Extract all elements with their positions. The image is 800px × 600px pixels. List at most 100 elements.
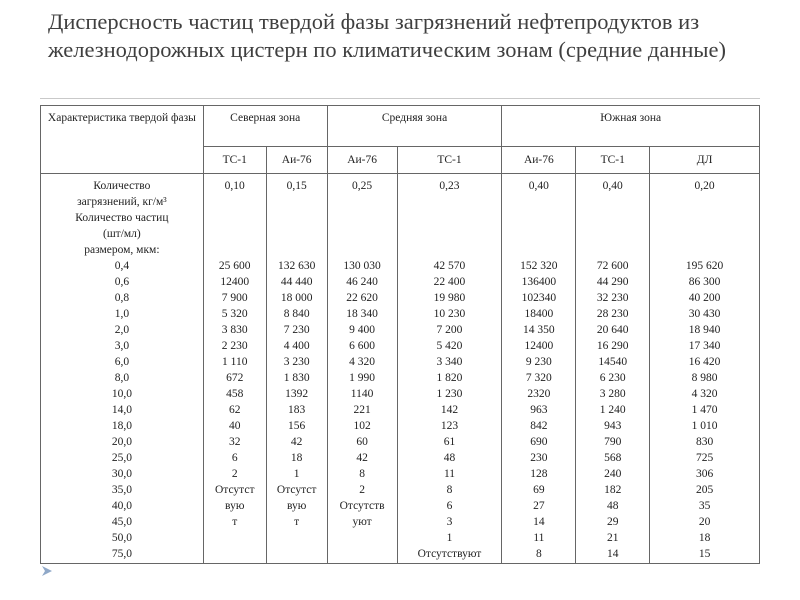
- particle-count: 672: [226, 372, 244, 384]
- dispersion-table: Характеристика твердой фазы Северная зон…: [40, 105, 760, 564]
- particle-count: 40: [228, 420, 241, 432]
- particle-count: 20 640: [596, 324, 629, 336]
- particle-count: 3 280: [599, 388, 626, 400]
- particle-count: 152 320: [520, 260, 558, 272]
- particle-count: 11: [533, 532, 545, 544]
- particle-count: 5 420: [436, 340, 463, 352]
- particle-count: 1 470: [691, 404, 718, 416]
- particle-count: 8 840: [283, 308, 310, 320]
- particle-count: 25 600: [218, 260, 251, 272]
- particle-count: 32 230: [596, 292, 629, 304]
- characteristic-line: 50,0: [111, 532, 132, 544]
- particle-count: 21: [606, 532, 619, 544]
- particle-count: 1 830: [283, 372, 310, 384]
- particle-count: 156: [288, 420, 306, 432]
- particle-count: 7 320: [525, 372, 552, 384]
- contamination-amount: 0,40: [528, 180, 549, 192]
- characteristic-line: (шт/мл): [103, 228, 141, 240]
- particle-count: 48: [443, 452, 456, 464]
- particle-count: 44 290: [596, 276, 629, 288]
- particle-count: 11: [443, 468, 456, 480]
- particle-count: 9 230: [525, 356, 552, 368]
- particle-count: 10 230: [433, 308, 466, 320]
- particle-count: 20: [698, 516, 711, 528]
- characteristic-cell: Количество загрязнений, кг/м³ Количество ч…: [40, 173, 204, 564]
- particle-count: 142: [440, 404, 459, 416]
- particle-count: 9 400: [349, 324, 376, 336]
- particle-count: Отсутств: [339, 500, 385, 512]
- particle-count: 6 230: [599, 372, 626, 384]
- particle-count: 14: [533, 516, 545, 528]
- data-column-cell: 0,23 42 570 22 400 19 980 10 230 7 200 5 420 3 …: [396, 173, 503, 564]
- characteristic-line: 40,0: [111, 500, 132, 512]
- particle-count: 790: [604, 436, 622, 448]
- characteristic-line: 25,0: [111, 452, 132, 464]
- particle-count: 6 600: [349, 340, 376, 352]
- characteristic-line: 0,6: [114, 276, 130, 288]
- particle-count: 963: [530, 404, 548, 416]
- particle-count: 4 320: [349, 356, 376, 368]
- particle-count: 132 630: [277, 260, 316, 272]
- particle-count: 69: [533, 484, 545, 496]
- particle-count: 3 340: [436, 356, 463, 368]
- particle-count: 42: [290, 436, 303, 448]
- slide-title: Дисперсность частиц твердой фазы загрязн…: [48, 9, 727, 62]
- particle-count: 40 200: [688, 292, 721, 304]
- characteristic-line: Количество: [93, 180, 151, 192]
- fuel-header: Аи-76: [326, 146, 398, 174]
- contamination-amount: 0,25: [352, 180, 373, 192]
- particle-count: 42: [356, 452, 368, 464]
- particle-count: 2: [231, 468, 238, 480]
- characteristic-line: 2,0: [114, 324, 130, 336]
- characteristic-line: загрязнений, кг/м³: [77, 196, 167, 208]
- particle-count: 8: [359, 468, 365, 480]
- particle-count: 690: [530, 436, 548, 448]
- particle-count: 130 030: [343, 260, 381, 272]
- particle-count: 6: [231, 452, 238, 464]
- characteristic-line: 8,0: [114, 372, 130, 384]
- particle-count: 1 230: [436, 388, 463, 400]
- data-column-cell: 0,40 72 600 44 290 32 230 28 230 20 640 16 290…: [575, 173, 651, 564]
- particle-count: 16 420: [688, 356, 721, 368]
- particle-count: 8: [446, 484, 453, 496]
- particle-count: 46 240: [346, 276, 378, 288]
- particle-count: 1140: [350, 388, 374, 400]
- particle-count: 306: [695, 468, 714, 480]
- particle-count: 22 620: [346, 292, 378, 304]
- particle-count: 2 230: [221, 340, 248, 352]
- particle-count: 8: [535, 548, 542, 560]
- particle-count: уют: [352, 516, 372, 528]
- particle-count: 15: [698, 548, 711, 560]
- particle-count: 17 340: [688, 340, 721, 352]
- particle-count: 1: [446, 532, 453, 544]
- characteristic-line: 0,8: [114, 292, 130, 304]
- particle-count: 1: [293, 468, 300, 480]
- particle-count: 1 820: [436, 372, 463, 384]
- contamination-amount: 0,20: [694, 180, 715, 192]
- particle-count: 12400: [524, 340, 554, 352]
- zone-header-south: Южная зона: [501, 105, 760, 147]
- contamination-amount: 0,15: [286, 180, 307, 192]
- particle-count: вую: [286, 500, 307, 512]
- particle-count: 8 980: [691, 372, 718, 384]
- particle-count: 3 230: [283, 356, 310, 368]
- particle-count: Отсутст: [215, 484, 255, 496]
- particle-count: 18 340: [346, 308, 378, 320]
- characteristic-line: 75,0: [111, 548, 132, 560]
- data-column-cell: 0,15 132 630 44 440 18 000 8 840 7 230 4 400 3 …: [265, 173, 328, 564]
- particle-count: 48: [606, 500, 619, 512]
- particle-count: 44 440: [280, 276, 313, 288]
- particle-count: 14540: [598, 356, 628, 368]
- contamination-amount: 0,10: [224, 180, 245, 192]
- characteristic-line: 6,0: [114, 356, 130, 368]
- fuel-header: ТС-1: [575, 146, 651, 174]
- corner-header: Характеристика твердой фазы: [40, 105, 204, 174]
- particle-count: вую: [225, 500, 245, 512]
- characteristic-line: 30,0: [111, 468, 132, 480]
- characteristic-line: Количество частиц: [75, 212, 169, 224]
- particle-count: 182: [604, 484, 622, 496]
- contamination-amount: 0,40: [602, 180, 623, 192]
- particle-count: Отсутствуют: [417, 548, 482, 560]
- characteristic-line: 14,0: [111, 404, 132, 416]
- particle-count: 19 980: [433, 292, 466, 304]
